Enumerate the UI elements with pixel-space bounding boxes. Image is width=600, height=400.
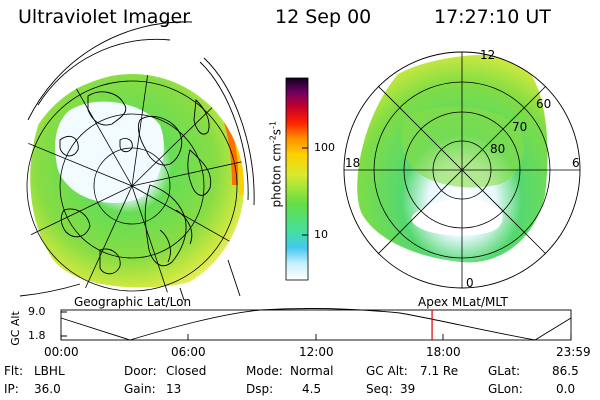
timeline-xtick-4: 23:59 xyxy=(556,345,591,359)
door-label: Door: xyxy=(124,364,157,378)
gain-label: Gain: xyxy=(124,382,156,396)
time-label: 17:27:10 UT xyxy=(434,6,551,28)
mlat-label-70: 70 xyxy=(512,120,528,134)
mlat-label-80: 80 xyxy=(490,142,506,156)
glat-label: GLat: xyxy=(488,364,521,378)
timeline-xtick-0: 00:00 xyxy=(44,345,79,359)
mode-value: Normal xyxy=(290,364,334,378)
dsp-value: 4.5 xyxy=(302,382,322,396)
ip-value: 36.0 xyxy=(34,382,61,396)
timeline-ytick-bottom: 1.8 xyxy=(28,329,46,342)
timeline-ylabel: GC Alt xyxy=(8,311,22,346)
date-label: 12 Sep 00 xyxy=(275,6,372,28)
mlt-label-0: 0 xyxy=(466,276,474,290)
mlat-label-60: 60 xyxy=(536,97,552,111)
colorbar-tick-100: 100 xyxy=(314,141,335,154)
mlt-label-6: 6 xyxy=(572,156,580,170)
magnetic-polar-panel xyxy=(343,51,581,289)
flt-label: Flt: xyxy=(4,364,23,378)
mode-label: Mode: xyxy=(246,364,283,378)
polar-cap-void xyxy=(55,101,164,203)
glon-value: 0.0 xyxy=(556,382,576,396)
glon-label: GLon: xyxy=(488,382,523,396)
altitude-curve xyxy=(60,308,572,341)
door-value: Closed xyxy=(166,364,207,378)
dsp-label: Dsp: xyxy=(246,382,274,396)
right-aurora-void xyxy=(401,106,524,188)
ip-label: IP: xyxy=(4,382,19,396)
right-aurora-bright xyxy=(411,199,503,236)
colorbar-tick-10: 10 xyxy=(314,228,328,241)
altitude-timeline xyxy=(60,308,572,341)
seq-label: Seq: xyxy=(366,382,393,396)
mlt-label-18: 18 xyxy=(345,156,361,170)
timeline-ytick-top: 9.0 xyxy=(28,305,46,318)
seq-value: 39 xyxy=(400,382,416,396)
geographic-map-panel xyxy=(19,21,255,301)
timeline-xtick-3: 18:00 xyxy=(426,345,461,359)
colorbar xyxy=(285,77,309,281)
gain-value: 13 xyxy=(166,382,182,396)
gcalt-value: 7.1 Re xyxy=(420,364,459,378)
mlt-label-12: 12 xyxy=(480,48,496,62)
gcalt-label: GC Alt: xyxy=(366,364,408,378)
timeline-xtick-1: 06:00 xyxy=(171,345,206,359)
timeline-xtick-2: 12:00 xyxy=(299,345,334,359)
instrument-title: Ultraviolet Imager xyxy=(18,6,191,28)
colorbar-unit-label: photon cm-2s-1 xyxy=(268,120,284,208)
right-panel-caption: Apex MLat/MLT xyxy=(418,295,508,309)
glat-value: 86.5 xyxy=(552,364,579,378)
flt-value: LBHL xyxy=(34,364,65,378)
left-panel-caption: Geographic Lat/Lon xyxy=(74,295,192,309)
